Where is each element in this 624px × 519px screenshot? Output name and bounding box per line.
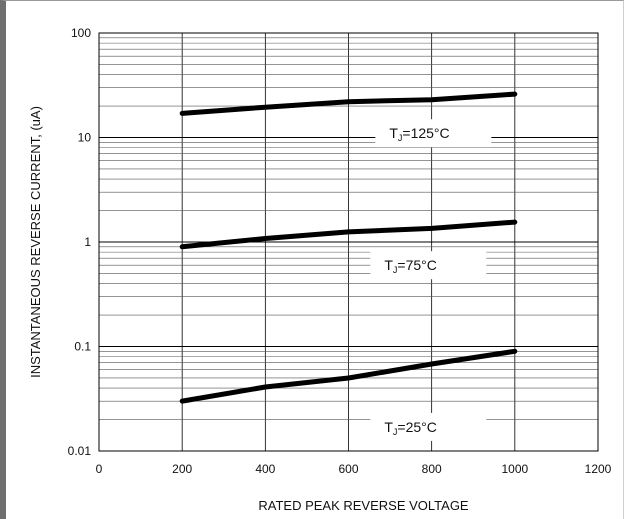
series-lines — [179, 91, 518, 404]
x-tick-labels: 0 200 400 600 800 1000 1200 — [96, 462, 612, 476]
y-tick-label: 10 — [78, 131, 92, 145]
series-label-1: TJ=75°C — [384, 257, 437, 275]
series-line-2 — [179, 348, 518, 404]
x-tick-label: 400 — [255, 462, 275, 476]
y-axis-label: INSTANTANEOUS REVERSE CURRENT, (uA) — [28, 106, 43, 378]
x-axis-label: RATED PEAK REVERSE VOLTAGE — [258, 498, 469, 513]
plot-area-border — [98, 32, 599, 452]
series-labels: TJ=125°C TJ=75°C TJ=25°C — [370, 119, 492, 441]
x-tick-label: 1000 — [501, 462, 528, 476]
y-tick-label: 0.1 — [74, 340, 91, 354]
x-tick-label: 200 — [172, 462, 192, 476]
series-label-bg — [370, 412, 487, 441]
y-tick-label: 0.01 — [68, 444, 92, 458]
x-tick-label: 1200 — [585, 462, 612, 476]
y-tick-labels: 0.01 0.1 1 10 100 — [68, 26, 92, 458]
series-label-bg — [375, 119, 492, 148]
y-tick-label: 100 — [71, 26, 91, 40]
x-tick-label: 800 — [422, 462, 442, 476]
series-line-0 — [179, 91, 518, 116]
grid-lines — [99, 33, 598, 451]
series-line-1 — [179, 219, 518, 250]
x-tick-label: 600 — [338, 462, 358, 476]
series-label-bg — [370, 251, 487, 280]
x-tick-label: 0 — [96, 462, 103, 476]
series-label-2: TJ=25°C — [384, 419, 437, 437]
y-tick-label: 1 — [84, 235, 91, 249]
series-label-0: TJ=125°C — [389, 125, 449, 143]
